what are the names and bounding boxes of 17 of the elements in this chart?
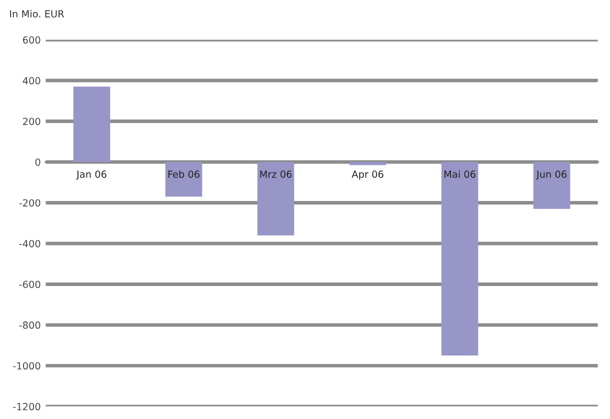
y-tick-label: 200 <box>23 118 40 126</box>
x-tick-label: Apr 06 <box>352 170 384 180</box>
y-tick-label: -1000 <box>13 362 40 370</box>
y-tick-label: 600 <box>23 36 40 44</box>
x-tick-label: Jun 06 <box>536 170 567 180</box>
y-tick-label: -800 <box>19 321 40 329</box>
x-tick-label: Feb 06 <box>168 170 200 178</box>
x-tick-label: Mai 06 <box>444 170 476 178</box>
y-tick-label: -400 <box>19 240 40 248</box>
y-tick-label: -200 <box>19 199 40 207</box>
y-axis-title: In Mio. EUR <box>10 10 64 18</box>
y-tick-label: 0 <box>35 158 40 166</box>
x-tick-label: Mrz 06 <box>260 170 292 178</box>
y-tick-label: -1200 <box>13 402 40 410</box>
y-tick-label: 400 <box>22 77 40 84</box>
x-tick-label: Jan 06 <box>76 170 106 180</box>
y-tick-label: -600 <box>19 280 40 288</box>
